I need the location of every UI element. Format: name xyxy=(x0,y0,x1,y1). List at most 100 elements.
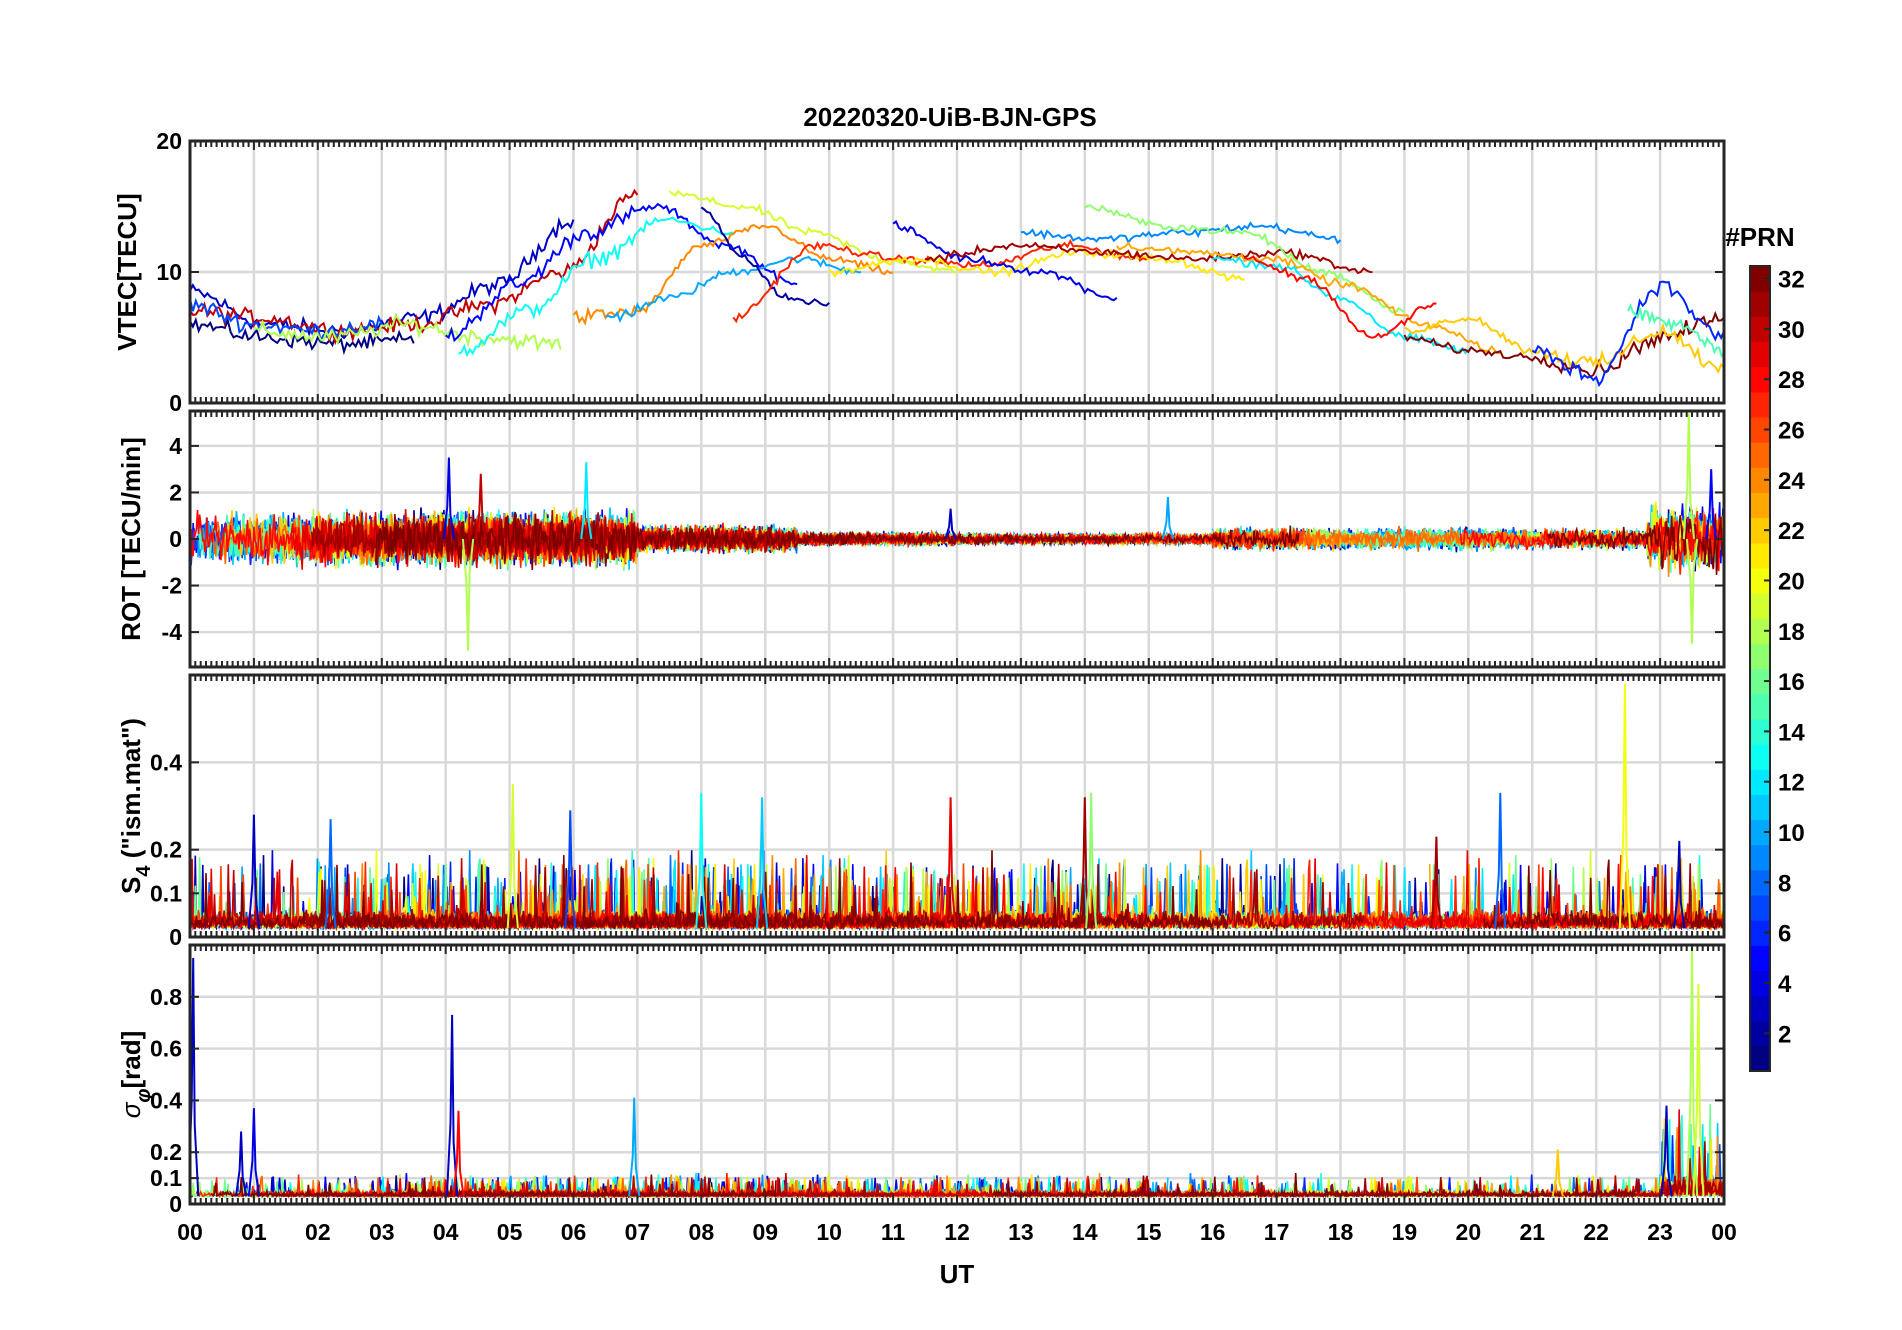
colorbar-tick-label: 10 xyxy=(1778,820,1805,847)
s4-spike xyxy=(324,819,337,929)
y-tick-label: 0.1 xyxy=(150,1165,182,1191)
colorbar-segment xyxy=(1750,844,1770,871)
colorbar-segment xyxy=(1750,1045,1770,1072)
y-tick-label: 0 xyxy=(169,390,182,416)
y-tick-label: 0.2 xyxy=(150,837,182,863)
vtec-series-prn-28 xyxy=(1244,255,1437,339)
colorbar-segment xyxy=(1750,945,1770,971)
colorbar-segment xyxy=(1750,517,1770,544)
vtec-series-prn-10 xyxy=(605,255,862,324)
colorbar-segment xyxy=(1750,794,1770,821)
y-axis-label: ROT [TECU/min] xyxy=(116,437,146,641)
colorbar-segment xyxy=(1750,819,1770,846)
x-tick-label: 05 xyxy=(497,1219,523,1245)
y-tick-label: 0.1 xyxy=(150,880,182,906)
colorbar-segment xyxy=(1750,593,1770,619)
rot-spike xyxy=(1161,497,1174,540)
vtec-series-prn-6 xyxy=(1531,280,1724,388)
sigma_phi-series-prn-32 xyxy=(210,1174,777,1199)
vtec-series-prn-7 xyxy=(190,297,383,344)
y-tick-label: 0.2 xyxy=(150,1139,182,1165)
sigma_phi-spike xyxy=(235,1131,248,1197)
series-group xyxy=(190,188,1724,388)
colorbar-segment xyxy=(1750,643,1770,670)
s4-spike xyxy=(1673,840,1686,929)
vtec-series-prn-2 xyxy=(700,206,830,307)
s4-spike xyxy=(944,797,957,929)
vtec-series-prn-24 xyxy=(572,224,894,326)
x-tick-label: 01 xyxy=(241,1219,267,1245)
panel-s4: 0 0.1 0.2 0.4S4 ("ism.mat") xyxy=(116,673,1726,950)
colorbar-segment xyxy=(1750,920,1770,946)
colorbar-segment xyxy=(1750,366,1770,393)
y-tick-label: -4 xyxy=(162,619,183,645)
colorbar-tick-label: 32 xyxy=(1778,267,1805,294)
colorbar-segment xyxy=(1750,970,1770,997)
rot-spike xyxy=(1705,469,1718,540)
y-tick-label: 4 xyxy=(169,433,182,459)
y-axis-label: σφ[rad] xyxy=(116,1031,155,1119)
sigma_phi-spike xyxy=(452,1110,465,1197)
x-tick-label: 04 xyxy=(433,1219,459,1245)
panel-sigma_phi: 00.10.2 0.4 0.6 0.8 σφ[rad] 00 01 02 03 04 05 06 07 0… xyxy=(116,943,1737,1245)
x-tick-label: 21 xyxy=(1519,1219,1545,1245)
x-tick-label: 00 xyxy=(1711,1219,1737,1245)
x-tick-label: 02 xyxy=(305,1219,331,1245)
colorbar-tick-label: 16 xyxy=(1778,669,1805,696)
colorbar-segment xyxy=(1750,542,1770,569)
colorbar-segment xyxy=(1750,266,1770,292)
x-tick-label: 20 xyxy=(1456,1219,1482,1245)
colorbar-title: #PRN xyxy=(1725,222,1794,252)
rot-spike xyxy=(442,457,455,540)
colorbar-segment xyxy=(1750,442,1770,468)
x-tick-label: 19 xyxy=(1392,1219,1418,1245)
colorbar-segment xyxy=(1750,416,1770,443)
s4-spike xyxy=(695,792,708,929)
panel-rot: -4 -2 0 2 4 ROT [TECU/min] xyxy=(116,409,1726,669)
y-axis-label: VTEC[TECU] xyxy=(112,193,142,350)
colorbar-segment xyxy=(1750,567,1770,594)
sigma_phi-spike xyxy=(628,1097,641,1197)
y-tick-label: 0.6 xyxy=(150,1036,182,1062)
sigma_phi-spike xyxy=(445,1014,459,1197)
colorbar-segment xyxy=(1750,618,1770,644)
x-tick-label: 15 xyxy=(1136,1219,1162,1245)
colorbar-segment xyxy=(1750,492,1770,519)
series-group xyxy=(190,683,1724,932)
x-tick-label: 09 xyxy=(752,1219,778,1245)
vtec-series-prn-9 xyxy=(1020,221,1342,245)
rot-series-prn-28 xyxy=(1459,508,1724,572)
colorbar-tick-label: 18 xyxy=(1778,619,1805,646)
rot-spike xyxy=(580,462,593,540)
colorbar-tick-label: 6 xyxy=(1778,921,1791,948)
colorbar-segment xyxy=(1750,1020,1770,1047)
sigma_phi-spike xyxy=(1660,1105,1673,1197)
x-tick-label: 03 xyxy=(369,1219,395,1245)
s4-series-prn-32 xyxy=(190,850,1228,932)
x-tick-label: 23 xyxy=(1647,1219,1673,1245)
y-axis-label: S4 ("ism.mat") xyxy=(116,718,155,894)
x-tick-label: 16 xyxy=(1200,1219,1226,1245)
colorbar-tick-label: 8 xyxy=(1778,870,1791,897)
y-tick-label: 0 xyxy=(169,924,182,950)
colorbar-segment xyxy=(1750,291,1770,317)
x-tick-label: 14 xyxy=(1072,1219,1098,1245)
colorbar-segment xyxy=(1750,718,1770,745)
colorbar-segment xyxy=(1750,743,1770,770)
sigma_phi-spike xyxy=(247,1108,260,1197)
colorbar-segment xyxy=(1750,693,1770,720)
x-ticks xyxy=(189,675,1725,937)
s4-spike xyxy=(1494,792,1507,929)
colorbar-tick-label: 24 xyxy=(1778,468,1805,495)
colorbar-segment xyxy=(1750,467,1770,494)
colorbar-segment xyxy=(1750,894,1770,921)
sigma_phi-series-prn-32 xyxy=(992,1173,1637,1199)
x-tick-label: 18 xyxy=(1328,1219,1354,1245)
vtec-series-prn-27 xyxy=(732,238,1150,324)
vtec-series-prn-15 xyxy=(1627,302,1724,358)
y-tick-label: 0.4 xyxy=(150,1087,182,1113)
x-tick-label: 17 xyxy=(1264,1219,1290,1245)
rot-spike xyxy=(944,508,957,540)
colorbar-segment xyxy=(1750,769,1770,795)
x-tick-label: 12 xyxy=(944,1219,970,1245)
